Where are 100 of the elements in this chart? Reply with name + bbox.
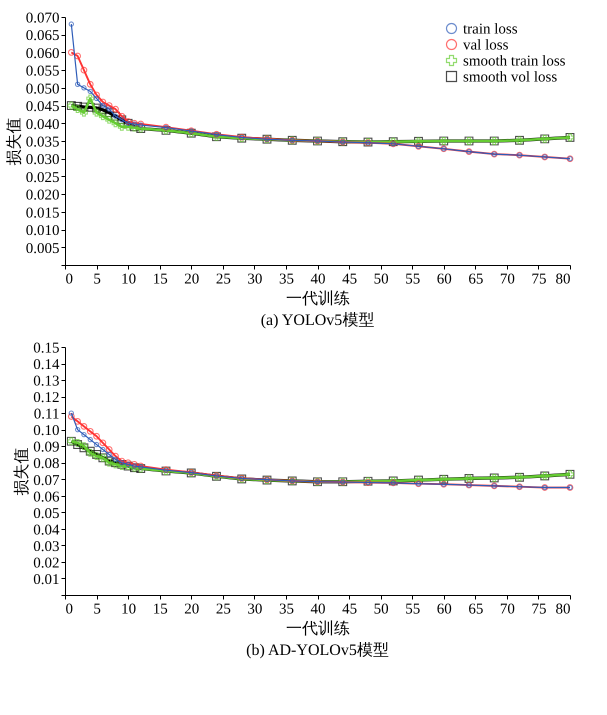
point (86, 94, 94, 102)
x-tick-label: 35 (278, 602, 294, 618)
point (112, 106, 119, 112)
point (112, 452, 119, 460)
x-tick-label: 35 (278, 272, 294, 288)
point (106, 102, 113, 109)
y-tick-label: 0.065 (26, 28, 60, 44)
x-tick-label: 5 (93, 602, 101, 618)
x-tick-label: 15 (152, 602, 168, 618)
y-axis-title: 损失值 (12, 448, 30, 496)
x-tick-label: 50 (374, 602, 389, 618)
point (81, 432, 87, 438)
x-tick-label: 65 (468, 272, 484, 288)
x-tick-label: 60 (436, 602, 452, 618)
point (93, 92, 100, 98)
legend-label: train loss (463, 22, 518, 38)
point (118, 458, 126, 464)
x-tick-label: 70 (500, 272, 515, 288)
y-tick-label: 0.035 (26, 134, 60, 150)
y-tick-label: 0.06 (33, 489, 60, 506)
y-tick-label: 0.04 (33, 522, 60, 538)
y-tick-label: 0.08 (33, 456, 60, 472)
point (74, 105, 82, 114)
point (118, 122, 126, 131)
y-tick-label: 0.13 (33, 374, 60, 390)
point (124, 118, 132, 125)
x-tick-label: 55 (405, 602, 420, 618)
y-tick-label: 0.070 (26, 10, 60, 26)
x-tick-label: 15 (152, 272, 168, 288)
x-tick-label: 25 (216, 602, 231, 618)
point (98, 112, 107, 120)
point (104, 108, 114, 118)
point (86, 428, 94, 435)
y-tick-label: 0.09 (33, 440, 60, 456)
point (80, 66, 88, 74)
point (100, 446, 106, 452)
x-tick-label: 60 (436, 272, 452, 288)
point (106, 452, 112, 458)
point (94, 442, 100, 448)
x-tick-label: 55 (405, 272, 420, 288)
point (112, 119, 120, 128)
legend-label: smooth vol loss (463, 70, 558, 86)
y-tick-label: 0.040 (26, 116, 60, 133)
x-tick-label: 75 (531, 602, 546, 618)
point (106, 106, 112, 112)
x-tick-label: 80 (556, 272, 570, 288)
x-axis-title: 一代训练 (286, 620, 350, 638)
text: (a) YOLOv5模型 (260, 311, 374, 329)
x-tick-label: 50 (374, 272, 389, 288)
x-tick-label: 40 (310, 602, 326, 618)
x-tick-label: 70 (500, 602, 515, 618)
y-tick-label: 0.050 (26, 81, 60, 98)
point (112, 456, 118, 462)
y-tick-label: 0.025 (26, 170, 60, 186)
y-tick-label: 0.005 (26, 240, 60, 257)
y-tick-label: 0.14 (33, 357, 60, 374)
point (98, 105, 108, 114)
y-tick-label: 0.07 (33, 472, 60, 489)
point (105, 116, 114, 124)
point (100, 102, 106, 108)
y-tick-label: 0.015 (26, 205, 60, 222)
legend-label: val loss (463, 38, 509, 54)
point (92, 104, 101, 112)
point (80, 422, 88, 430)
x-tick-label: 10 (121, 602, 136, 618)
point (92, 108, 101, 117)
x-tick-label: 75 (531, 272, 546, 288)
point (93, 432, 100, 440)
point (88, 436, 93, 442)
x-tick-label: 25 (216, 272, 231, 288)
legend-label: smooth train loss (463, 54, 566, 70)
y-tick-label: 0.02 (33, 555, 60, 572)
x-tick-label: 40 (310, 272, 326, 288)
text: (b) AD-YOLOv5模型 (246, 641, 389, 659)
point (124, 459, 132, 466)
x-tick-label: 20 (184, 272, 200, 288)
y-tick-label: 0.01 (33, 572, 60, 588)
y-tick-label: 0.12 (33, 390, 60, 406)
y-tick-label: 0.010 (26, 223, 60, 240)
x-tick-label: 45 (342, 602, 358, 618)
point (99, 440, 106, 446)
y-tick-label: 0.020 (26, 188, 60, 204)
x-tick-label: 30 (247, 272, 262, 288)
point (74, 427, 80, 432)
x-tick-label: 0 (66, 602, 73, 618)
point (124, 122, 132, 131)
y-tick-label: 0.045 (26, 99, 60, 116)
y-tick-label: 0.05 (33, 506, 60, 522)
x-tick-label: 30 (247, 602, 262, 618)
point (118, 462, 126, 470)
y-tick-label: 0.11 (34, 406, 60, 423)
point (99, 98, 106, 106)
y-tick-label: 0.060 (26, 46, 60, 62)
y-axis-title: 损失值 (4, 118, 23, 166)
point (86, 80, 94, 88)
y-tick-label: 0.15 (33, 340, 60, 356)
x-tick-label: 80 (556, 602, 570, 618)
x-tick-label: 20 (184, 602, 200, 618)
point (73, 102, 82, 111)
point (88, 88, 93, 94)
